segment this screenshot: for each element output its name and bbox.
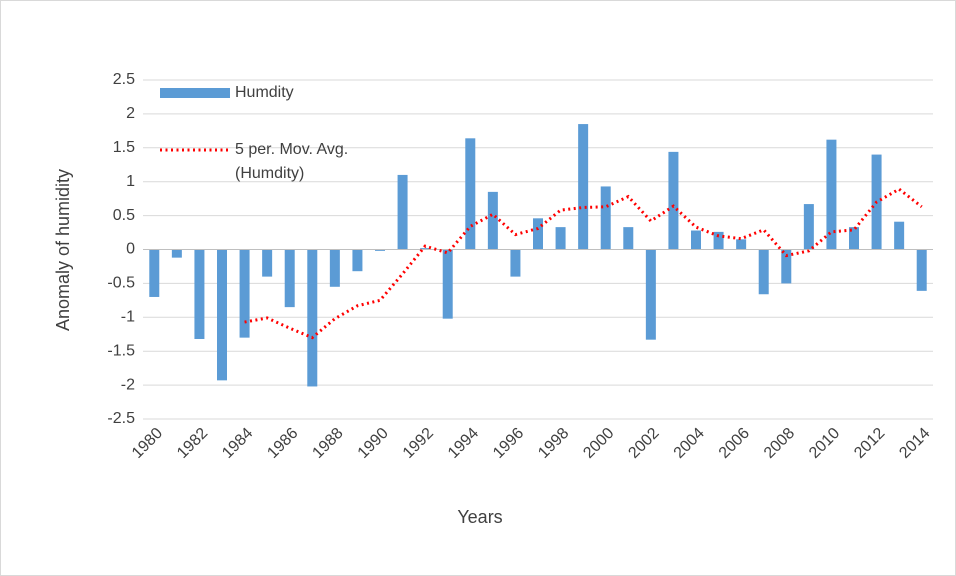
bar <box>171 249 182 258</box>
bar <box>600 186 611 250</box>
bar <box>645 249 656 340</box>
bar <box>375 249 385 251</box>
y-tick-label: -1.5 <box>107 342 135 359</box>
bar <box>307 249 318 387</box>
bar <box>217 249 227 381</box>
y-tick-label: 2 <box>126 105 135 122</box>
bar <box>758 249 769 295</box>
bar <box>329 249 340 287</box>
bar <box>465 138 476 250</box>
x-axis-title: Years <box>457 507 502 527</box>
bar <box>781 249 792 284</box>
legend-entry: 5 per. Mov. Avg. (Humdity) <box>235 141 349 182</box>
bar <box>262 249 273 277</box>
bar <box>487 191 498 250</box>
y-tick-label: -0.5 <box>107 275 135 292</box>
bar <box>149 249 160 297</box>
y-tick-label: -2 <box>121 376 135 393</box>
bar <box>691 230 701 250</box>
bar <box>916 249 927 291</box>
legend-label: Humdity <box>235 84 294 101</box>
bar <box>397 174 408 250</box>
bar <box>194 249 205 339</box>
legend-label: 5 per. Mov. Avg. (Humdity) <box>235 141 349 182</box>
bar <box>803 204 814 250</box>
bar <box>849 227 859 250</box>
bar <box>826 139 837 250</box>
legend-entry: Humdity <box>235 84 294 101</box>
bar <box>239 249 250 338</box>
bar <box>555 227 566 250</box>
bar <box>713 231 724 250</box>
y-axis-title: Anomaly of humidity <box>53 169 73 331</box>
y-tick-label: 0.5 <box>113 207 135 224</box>
bar <box>623 227 634 250</box>
bar <box>578 124 589 250</box>
bar <box>352 249 363 272</box>
y-tick-label: 0 <box>126 241 135 258</box>
moving-average-line <box>244 187 923 340</box>
bar <box>668 151 679 250</box>
y-tick-label: 2.5 <box>113 71 135 88</box>
legend-swatch <box>160 88 230 98</box>
bar <box>894 221 905 250</box>
bar <box>420 248 431 250</box>
y-tick-label: 1.5 <box>113 139 135 156</box>
y-tick-label: 1 <box>126 173 135 190</box>
bar <box>510 249 521 277</box>
bar <box>284 249 295 308</box>
y-tick-label: -2.5 <box>107 410 135 427</box>
bar <box>442 249 453 319</box>
bar <box>533 218 543 250</box>
y-tick-label: -1 <box>121 309 135 326</box>
bar <box>736 239 747 250</box>
